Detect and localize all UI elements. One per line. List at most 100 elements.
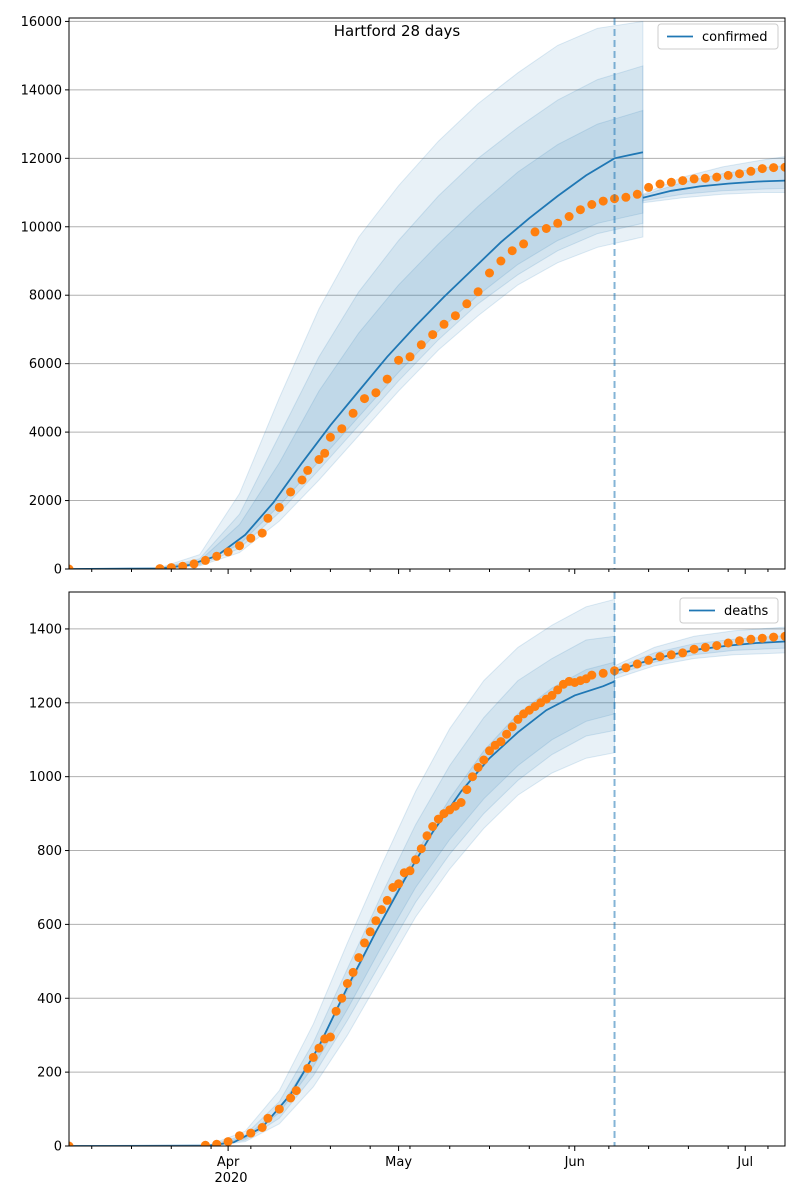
plot-area bbox=[69, 20, 785, 569]
observed-point bbox=[485, 268, 494, 278]
observed-point bbox=[541, 224, 551, 233]
model-forecast-line bbox=[642, 179, 785, 199]
observed-point bbox=[547, 690, 557, 700]
observed-point bbox=[700, 642, 710, 652]
observed-point bbox=[553, 685, 563, 695]
observed-point bbox=[360, 394, 369, 404]
y-tick-label: 14000 bbox=[21, 83, 62, 98]
observed-point bbox=[502, 729, 512, 739]
observed-point bbox=[308, 1052, 318, 1062]
observed-point bbox=[598, 196, 608, 206]
axes-frame bbox=[68, 17, 786, 570]
uncertainty-band bbox=[69, 598, 615, 1146]
observed-point bbox=[462, 299, 472, 309]
axes-frame bbox=[68, 591, 786, 1147]
observed-point bbox=[303, 1063, 313, 1073]
uncertainty-band bbox=[69, 65, 644, 569]
observed-point bbox=[354, 953, 364, 963]
observed-point bbox=[314, 455, 324, 464]
deaths-panel: 0 200 400 600 800 1000 1200 1400 Apr May Jun Jul dea… bbox=[29, 591, 786, 1170]
observed-point bbox=[286, 487, 296, 497]
observed-point bbox=[200, 555, 210, 565]
legend-label: deaths bbox=[724, 604, 769, 619]
observed-point bbox=[394, 355, 404, 365]
observed-point bbox=[644, 655, 654, 665]
observed-point bbox=[416, 844, 426, 854]
observed-point bbox=[473, 762, 483, 772]
observed-point bbox=[394, 879, 404, 889]
observed-point bbox=[479, 755, 489, 765]
observed-point bbox=[337, 993, 347, 1003]
observed-point bbox=[735, 169, 744, 179]
observed-point bbox=[678, 648, 688, 658]
observed-point bbox=[69, 564, 74, 569]
observed-point bbox=[416, 340, 426, 350]
observed-point bbox=[462, 785, 472, 795]
observed-point bbox=[496, 737, 506, 747]
observed-point bbox=[200, 1140, 210, 1146]
observed-point bbox=[382, 374, 392, 384]
observed-point bbox=[320, 448, 330, 458]
observed-point bbox=[348, 408, 358, 418]
observed-point bbox=[263, 513, 273, 523]
observed-point bbox=[297, 475, 307, 485]
observed-point bbox=[456, 798, 466, 807]
y-tick-label: 2000 bbox=[29, 494, 62, 509]
observed-point bbox=[621, 192, 631, 202]
legend-label: confirmed bbox=[702, 30, 768, 45]
model-forecast-line bbox=[614, 640, 785, 673]
observed-point bbox=[757, 633, 767, 643]
y-tick-label: 1200 bbox=[29, 696, 62, 711]
y-tick-label: 12000 bbox=[21, 152, 62, 167]
observed-point bbox=[780, 162, 785, 172]
observed-point bbox=[507, 246, 517, 256]
observed-point bbox=[257, 528, 267, 538]
observed-point bbox=[780, 631, 785, 641]
observed-point bbox=[746, 166, 756, 176]
observed-point bbox=[286, 1093, 296, 1103]
x-tick-label: Jul bbox=[736, 1155, 753, 1170]
observed-point bbox=[223, 547, 233, 557]
observed-point bbox=[587, 200, 597, 209]
observed-point bbox=[666, 650, 676, 660]
observed-point bbox=[700, 173, 710, 183]
observed-point bbox=[598, 668, 608, 678]
observed-point bbox=[377, 905, 386, 915]
observed-point bbox=[257, 1123, 267, 1132]
observed-point bbox=[485, 746, 494, 756]
observed-point bbox=[530, 227, 540, 237]
observed-point bbox=[632, 189, 642, 199]
observed-point bbox=[473, 287, 483, 297]
observed-point bbox=[468, 772, 477, 782]
observed-point bbox=[212, 1139, 222, 1146]
observed-point bbox=[769, 163, 779, 173]
observed-point bbox=[314, 1043, 324, 1053]
observed-point bbox=[587, 670, 597, 680]
observed-point bbox=[621, 663, 631, 673]
y-tick-label: 6000 bbox=[29, 357, 62, 372]
observed-point bbox=[405, 866, 415, 876]
observed-point bbox=[712, 172, 722, 182]
observed-point bbox=[689, 644, 699, 654]
y-tick-label: 200 bbox=[37, 1066, 62, 1081]
observed-point bbox=[678, 176, 688, 186]
observed-point bbox=[348, 967, 358, 977]
uncertainty-band bbox=[69, 20, 644, 569]
confirmed-panel: 0 2000 4000 6000 8000 10000 12000 14000 16000 con… bbox=[21, 15, 786, 578]
y-tick-label: 0 bbox=[54, 1140, 62, 1155]
x-tick-label: Jun bbox=[564, 1155, 585, 1170]
observed-point bbox=[360, 938, 369, 948]
observed-point bbox=[365, 927, 375, 937]
observed-point bbox=[632, 659, 642, 669]
observed-point bbox=[655, 179, 665, 189]
observed-point bbox=[382, 895, 392, 905]
observed-point bbox=[337, 424, 347, 434]
observed-point bbox=[235, 1131, 244, 1141]
y-tick-label: 600 bbox=[37, 918, 62, 933]
observed-point bbox=[433, 814, 443, 824]
y-tick-label: 1400 bbox=[29, 622, 62, 637]
observed-point bbox=[325, 432, 335, 442]
x-tick-label: May bbox=[385, 1155, 412, 1170]
